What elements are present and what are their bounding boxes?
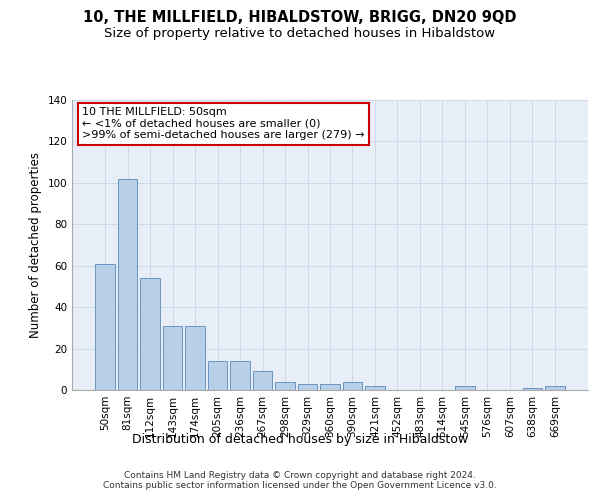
Bar [253, 372, 272, 390]
Text: Distribution of detached houses by size in Hibaldstow: Distribution of detached houses by size … [132, 432, 468, 446]
Bar [298, 384, 317, 390]
Bar [95, 264, 115, 390]
Bar [365, 386, 385, 390]
Bar [275, 382, 295, 390]
Bar [163, 326, 182, 390]
Bar [185, 326, 205, 390]
Y-axis label: Number of detached properties: Number of detached properties [29, 152, 42, 338]
Bar [455, 386, 475, 390]
Text: 10 THE MILLFIELD: 50sqm
← <1% of detached houses are smaller (0)
>99% of semi-de: 10 THE MILLFIELD: 50sqm ← <1% of detache… [82, 108, 365, 140]
Bar [343, 382, 362, 390]
Text: 10, THE MILLFIELD, HIBALDSTOW, BRIGG, DN20 9QD: 10, THE MILLFIELD, HIBALDSTOW, BRIGG, DN… [83, 10, 517, 25]
Bar [118, 178, 137, 390]
Bar [208, 361, 227, 390]
Bar [140, 278, 160, 390]
Text: Contains HM Land Registry data © Crown copyright and database right 2024.
Contai: Contains HM Land Registry data © Crown c… [103, 470, 497, 490]
Text: Size of property relative to detached houses in Hibaldstow: Size of property relative to detached ho… [104, 28, 496, 40]
Bar [523, 388, 542, 390]
Bar [320, 384, 340, 390]
Bar [230, 361, 250, 390]
Bar [545, 386, 565, 390]
